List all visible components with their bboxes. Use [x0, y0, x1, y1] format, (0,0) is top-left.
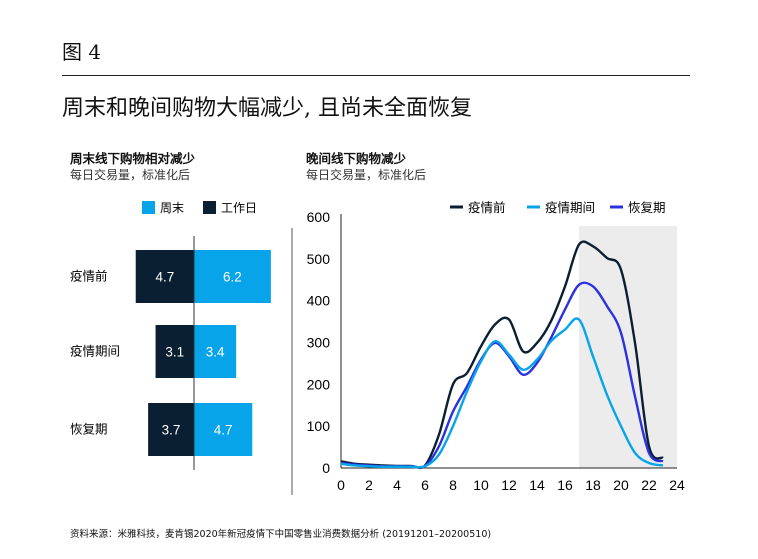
y-tick-label: 200 [307, 376, 331, 392]
evening-shaded-region [579, 226, 677, 468]
bar-weekend [194, 325, 237, 378]
x-tick-label: 8 [449, 477, 457, 493]
x-tick-label: 16 [557, 477, 573, 493]
line-chart-title: 晚间线下购物减少 [306, 151, 407, 166]
bar-weekday [155, 325, 194, 378]
figure-label: 图 4 [62, 40, 102, 64]
x-tick-label: 6 [421, 477, 429, 493]
bar-value-weekend: 6.2 [223, 270, 242, 285]
y-tick-label: 600 [307, 209, 331, 225]
bar-chart-subtitle: 每日交易量，标准化后 [70, 168, 191, 182]
x-tick-label: 4 [393, 477, 401, 493]
page-title: 周末和晚间购物大幅减少, 且尚未全面恢复 [62, 96, 472, 121]
x-tick-label: 14 [529, 477, 545, 493]
x-tick-label: 22 [641, 477, 657, 493]
line-series-1 [340, 317, 664, 469]
bar-weekday [135, 250, 194, 303]
bar-value-weekend: 4.7 [214, 423, 233, 438]
bar-weekend [194, 403, 253, 456]
bar-value-weekday: 3.7 [162, 423, 181, 438]
y-tick-label: 400 [307, 293, 331, 309]
bar-value-weekday: 3.1 [165, 345, 184, 360]
legend-label: 疫情期间 [545, 200, 595, 215]
x-tick-label: 12 [501, 477, 517, 493]
bar-weekend [194, 250, 271, 303]
legend-label: 疫情前 [468, 200, 506, 215]
line-chart-subtitle: 每日交易量，标准化后 [306, 168, 427, 182]
y-tick-label: 300 [307, 335, 331, 351]
legend-swatch-weekday [203, 201, 216, 214]
y-tick-label: 500 [307, 251, 331, 267]
source-note: 资料来源：米雅科技，麦肯锡2020年新冠疫情下中国零售业消费数据分析 (2019… [70, 529, 492, 540]
x-tick-label: 2 [365, 477, 373, 493]
y-tick-label: 100 [307, 418, 331, 434]
y-tick-label: 0 [322, 460, 330, 476]
x-tick-label: 0 [337, 477, 345, 493]
bar-weekday [148, 403, 194, 456]
bar-category-label: 疫情期间 [70, 344, 120, 359]
x-tick-label: 24 [669, 477, 685, 493]
bar-chart-title: 周末线下购物相对减少 [70, 151, 196, 166]
x-tick-label: 20 [613, 477, 629, 493]
divider [62, 75, 690, 76]
bar-value-weekend: 3.4 [206, 345, 225, 360]
legend-label-weekend: 周末 [160, 201, 184, 215]
x-tick-label: 18 [585, 477, 601, 493]
bar-category-label: 疫情前 [70, 269, 108, 284]
legend-label-weekday: 工作日 [221, 201, 257, 215]
x-tick-label: 10 [473, 477, 489, 493]
bar-value-weekday: 4.7 [155, 270, 174, 285]
legend-swatch-weekend [142, 201, 155, 214]
legend-label: 恢复期 [628, 200, 666, 215]
bar-category-label: 恢复期 [70, 422, 108, 437]
